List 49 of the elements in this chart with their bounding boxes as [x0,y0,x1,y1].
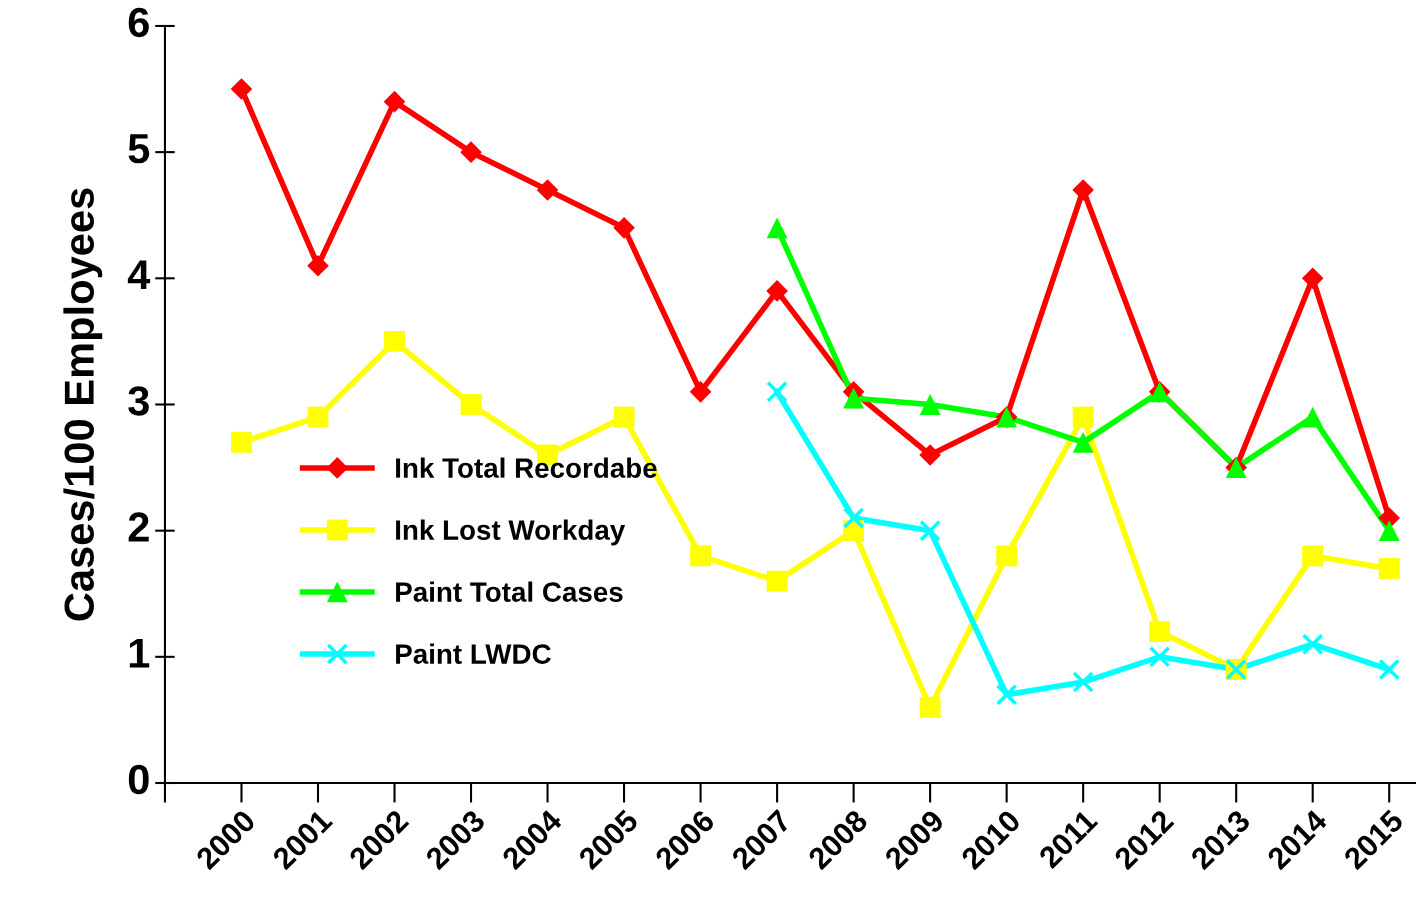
point [766,217,788,239]
point [1072,179,1094,201]
point [231,431,252,453]
legend-label: Paint LWDC [396,643,551,664]
point [919,444,941,466]
point [1072,406,1094,428]
y-tick-label: 5 [128,134,150,164]
point [766,280,788,302]
point [384,330,405,352]
y-tick-label: 1 [129,638,150,668]
point [1072,671,1094,693]
point [1148,646,1171,668]
point [1378,558,1400,579]
legend-label: Ink Lost Workday [396,519,626,546]
point [613,217,635,239]
y-axis-title: Cases/100 Employees [63,188,103,621]
point [383,90,406,113]
point [995,683,1018,706]
point [307,406,329,428]
point [613,406,635,428]
legend-label: Paint Total Cases [396,581,623,602]
point [843,387,865,409]
y-tick-label: 6 [128,7,149,38]
point [689,381,712,403]
point [996,545,1018,567]
point [1378,658,1400,681]
y-tick-label: 4 [127,260,151,290]
point [1149,621,1171,643]
point [460,394,482,415]
point [919,696,941,718]
point [307,254,329,277]
point [919,519,941,542]
point [230,78,253,100]
point [1301,633,1324,655]
point [1072,431,1094,453]
point [766,570,788,592]
point [842,507,865,529]
y-tick-label: 0 [128,764,149,795]
point [919,394,941,415]
point [1301,267,1324,290]
y-tick-label: 3 [128,386,149,416]
point [1302,406,1324,428]
point [690,545,711,567]
point [460,141,482,163]
point [1302,545,1324,567]
point [766,381,788,403]
y-tick-label: 2 [128,512,149,542]
point [536,179,559,201]
point [1378,520,1400,542]
